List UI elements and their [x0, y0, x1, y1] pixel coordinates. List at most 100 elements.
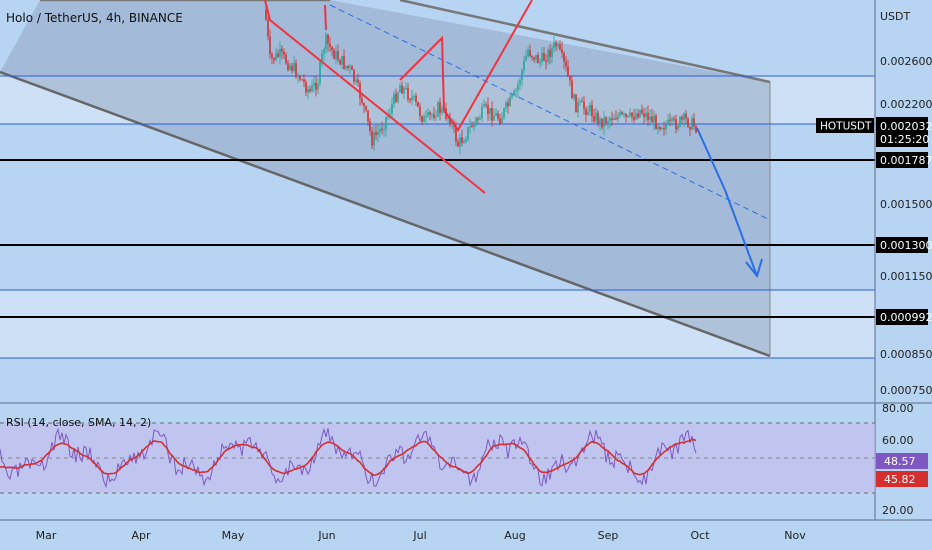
candle-body [607, 121, 609, 123]
candle-body [431, 114, 433, 116]
candle-body [507, 102, 509, 107]
candle-body [267, 19, 269, 37]
candle-body [623, 113, 625, 115]
candle-body [537, 54, 539, 64]
candle-body [601, 118, 603, 128]
candle-body [315, 82, 317, 90]
candle-body [685, 113, 687, 119]
candle-body [471, 125, 473, 128]
candle-body [485, 104, 487, 106]
candle-body [587, 111, 589, 115]
level-label-0992: 0.000992 [880, 311, 932, 324]
time-tick: Mar [36, 529, 57, 542]
channel-lower-line[interactable] [0, 70, 771, 358]
candle-body [639, 109, 641, 118]
candle-body [313, 82, 315, 86]
channel-midline[interactable] [329, 4, 771, 221]
candle-body [619, 112, 621, 116]
candle-body [301, 79, 303, 81]
candle-body [383, 128, 385, 131]
price-tick: 0.002600 [880, 55, 932, 68]
time-tick: Jun [317, 529, 335, 542]
candle-body [673, 118, 675, 120]
candle-body [265, 10, 267, 20]
candle-body [561, 49, 563, 54]
candle-body [651, 116, 653, 123]
candle-body [641, 109, 643, 114]
candle-body [671, 118, 673, 121]
candle-body [429, 112, 431, 115]
candle-body [473, 122, 475, 128]
candle-body [279, 48, 281, 57]
candle-body [317, 83, 319, 90]
candle-body [337, 51, 339, 61]
candle-body [465, 139, 467, 142]
pattern-line-right [324, 4, 327, 31]
candle-body [695, 126, 697, 133]
pattern-line-down[interactable] [264, 0, 486, 194]
time-tick: May [222, 529, 245, 542]
time-tick: Apr [131, 529, 151, 542]
candle-body [297, 75, 299, 77]
candle-body [589, 104, 591, 112]
candle-body [615, 118, 617, 120]
rsi-value-box [876, 453, 928, 469]
candle-body [691, 118, 693, 130]
candle-body [531, 55, 533, 58]
candle-body [355, 79, 357, 82]
candle-body [423, 116, 425, 123]
candle-body [275, 53, 277, 61]
time-axis[interactable] [0, 521, 932, 550]
candle-body [593, 116, 595, 122]
candle-body [547, 49, 549, 63]
candle-body [479, 118, 481, 120]
candle-body [435, 116, 437, 118]
channel-upper-line[interactable] [399, 0, 771, 84]
candle-body [299, 75, 301, 80]
candle-body [277, 53, 279, 57]
candle-body [305, 81, 307, 93]
candle-body [499, 118, 501, 125]
candle-body [397, 92, 399, 102]
projection-arrow[interactable] [696, 127, 758, 277]
candle-body [509, 96, 511, 107]
candle-body [411, 96, 413, 101]
pattern-zigzag[interactable] [399, 0, 533, 132]
candle-body [505, 102, 507, 109]
candle-body [345, 65, 347, 69]
candle-body [269, 36, 271, 55]
candle-body [307, 89, 309, 93]
candle-body [529, 49, 531, 56]
candle-body [291, 65, 293, 71]
candle-body [303, 79, 305, 82]
price-axis-currency: USDT [880, 10, 911, 23]
candle-body [519, 80, 521, 85]
candle-body [645, 112, 647, 118]
rsi-value: 48.57 [884, 455, 916, 468]
candle-body [613, 118, 615, 120]
candle-body [359, 83, 361, 99]
candle-body [463, 141, 465, 143]
candle-body [393, 93, 395, 105]
candle-body [339, 60, 341, 65]
rsi-tick: 80.00 [882, 402, 914, 415]
candle-body [687, 118, 689, 127]
candle-body [647, 112, 649, 120]
candle-body [447, 117, 449, 119]
candle-body [527, 49, 529, 57]
candle-body [583, 101, 585, 109]
time-tick: Sep [598, 529, 619, 542]
price-axis[interactable] [875, 0, 932, 402]
candle-body [369, 121, 371, 132]
candle-body [407, 87, 409, 100]
price-tick: 0.000750 [880, 384, 932, 397]
candle-body [661, 128, 663, 130]
candle-body [545, 60, 547, 63]
candle-body [309, 89, 311, 92]
price-tick: 0.001500 [880, 198, 932, 211]
candle-body [609, 118, 611, 122]
candle-body [469, 125, 471, 128]
candle-body [441, 108, 443, 113]
candle-body [591, 104, 593, 117]
